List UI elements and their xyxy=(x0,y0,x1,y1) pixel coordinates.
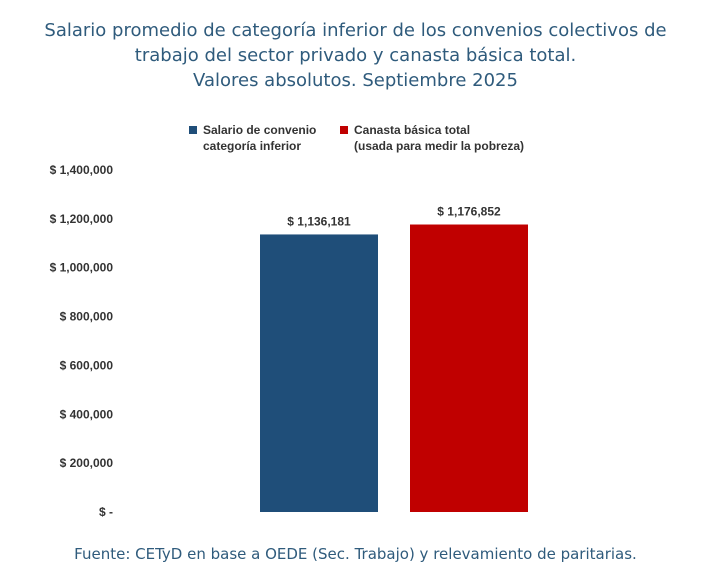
chart-legend: Salario de convenio categoría inferior C… xyxy=(0,122,711,162)
y-tick-label: $ 600,000 xyxy=(60,358,114,372)
y-tick-label: $ 1,200,000 xyxy=(50,212,114,226)
legend-label-canasta-line-1: Canasta básica total xyxy=(354,123,471,137)
legend-label-salario-line-2: categoría inferior xyxy=(203,139,302,153)
y-tick-label: $ 400,000 xyxy=(60,407,114,421)
legend-item-canasta: Canasta básica total (usada para medir l… xyxy=(340,122,524,154)
legend-item-salario: Salario de convenio categoría inferior xyxy=(189,122,316,154)
legend-label-salario-line-1: Salario de convenio xyxy=(203,123,317,137)
y-tick-label: $ 200,000 xyxy=(60,456,114,470)
legend-swatch-canasta xyxy=(340,126,348,134)
chart-title-line-1: Salario promedio de categoría inferior d… xyxy=(44,20,667,41)
chart-title-line-2: trabajo del sector privado y canasta bás… xyxy=(134,45,577,66)
chart-title: Salario promedio de categoría inferior d… xyxy=(0,18,711,93)
bar-canasta xyxy=(410,224,528,512)
source-note: Fuente: CETyD en base a OEDE (Sec. Traba… xyxy=(74,545,637,563)
data-label-canasta: $ 1,176,852 xyxy=(437,205,501,219)
y-tick-label: $ - xyxy=(99,505,113,519)
bar-salario xyxy=(260,234,378,513)
legend-swatch-salario xyxy=(189,126,197,134)
legend-label-canasta-line-2: (usada para medir la pobreza) xyxy=(354,139,525,153)
y-tick-label: $ 1,400,000 xyxy=(50,163,114,177)
chart-title-line-3: Valores absolutos. Septiembre 2025 xyxy=(193,70,518,91)
y-tick-label: $ 1,000,000 xyxy=(50,261,114,275)
data-label-salario: $ 1,136,181 xyxy=(287,214,351,228)
y-tick-label: $ 800,000 xyxy=(60,310,114,324)
